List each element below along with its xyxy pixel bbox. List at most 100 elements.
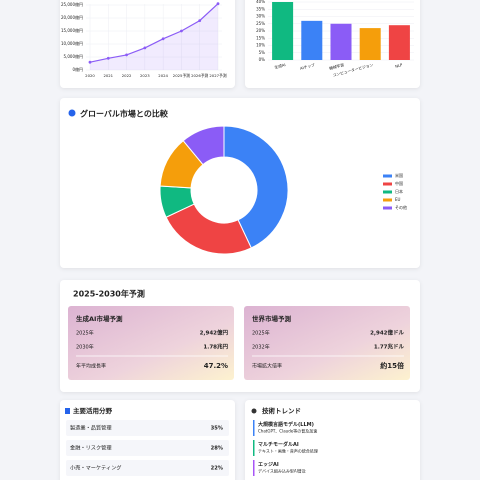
field-value: 35% — [211, 426, 224, 432]
trend-title: マルチモーダルAI — [258, 441, 299, 448]
point — [216, 2, 220, 6]
x-tick-label: 2023 — [140, 73, 150, 78]
donut-segment — [165, 203, 252, 255]
bar — [301, 20, 323, 61]
legend-label: 日本 — [395, 188, 403, 194]
x-tick-label: 2024 — [158, 73, 168, 78]
bar — [359, 28, 381, 60]
field-label: 小売・マーケティング — [70, 464, 121, 472]
legend-label: その他 — [395, 204, 407, 210]
line — [89, 3, 219, 63]
area — [90, 3, 218, 71]
legend-swatch — [383, 206, 392, 210]
y-tick-label: 10,000億円 — [61, 40, 83, 46]
point — [125, 53, 128, 57]
point — [161, 37, 165, 41]
pie-card — [60, 98, 420, 268]
legend-swatch — [383, 182, 392, 186]
y-tick-label: 30% — [256, 14, 265, 19]
trends-title: 技術トレンド — [262, 406, 301, 415]
row-value: 1.77兆ドル — [374, 343, 405, 351]
trends-card — [245, 400, 420, 480]
x-tick-label: 2025予測 — [173, 73, 190, 78]
point — [88, 60, 92, 64]
trend-desc: ChatGPT、Claude等の普及加速 — [258, 428, 317, 434]
row-label: 2032年 — [252, 344, 270, 351]
legend-label: 中国 — [395, 180, 403, 186]
x-tick-label: 生成AI — [274, 62, 286, 70]
field-row — [66, 440, 229, 456]
point — [106, 56, 110, 60]
donut-segment — [182, 125, 225, 166]
field-row — [66, 420, 229, 436]
x-tick-label: 2020 — [85, 73, 95, 78]
y-tick-label: 15% — [256, 35, 265, 40]
row-value: 2,942億ドル — [370, 329, 404, 337]
legend-swatch — [383, 190, 392, 194]
legend-swatch — [383, 198, 392, 202]
y-tick-label: 25% — [256, 21, 265, 26]
summary-value: 47.2% — [204, 362, 228, 370]
row-value: 1.78兆円 — [203, 343, 228, 351]
forecast-subtitle: 生成AI市場予測 — [76, 314, 123, 323]
trend-title: 大規模言語モデル(LLM) — [258, 421, 314, 428]
y-tick-label: 35% — [256, 6, 265, 11]
y-tick-label: 20% — [256, 28, 265, 33]
y-tick-label: 0億円 — [72, 66, 83, 72]
trend-border — [253, 420, 255, 436]
field-label: 金融・リスク管理 — [70, 444, 112, 452]
trend-border — [253, 440, 255, 456]
summary-value: 約15倍 — [380, 361, 404, 370]
forecast-title: 2025-2030年予測 — [73, 289, 145, 299]
bar — [388, 25, 410, 60]
y-tick-label: 5,000億円 — [64, 53, 83, 59]
x-tick-label: NLP — [395, 62, 404, 69]
field-value: 28% — [211, 446, 224, 452]
trends-icon — [251, 408, 257, 414]
trend-desc: テキスト・画像・音声の統合処理 — [258, 448, 318, 454]
row-label: 2025年 — [76, 330, 94, 337]
forecast-subcard — [68, 306, 234, 380]
y-tick-label: 20,000億円 — [61, 14, 83, 20]
legend-label: 米国 — [395, 172, 403, 178]
bar — [330, 23, 352, 60]
forecast-subtitle: 世界市場予測 — [252, 314, 292, 323]
field-label: 製造業・品質管理 — [70, 424, 112, 432]
field-row — [66, 460, 229, 476]
x-tick-label: AIチップ — [299, 62, 315, 71]
x-tick-label: 2022 — [122, 73, 132, 78]
y-tick-label: 0% — [259, 57, 266, 62]
point — [143, 46, 147, 50]
row-label: 2030年 — [76, 344, 94, 351]
forecast-subcard — [244, 306, 410, 380]
y-tick-label: 15,000億円 — [61, 27, 83, 33]
fields-title: 主要活用分野 — [73, 406, 113, 415]
trend-title: エッジAI — [258, 462, 279, 468]
bar — [272, 2, 294, 60]
point — [198, 19, 202, 22]
point — [180, 29, 183, 33]
trend-border — [253, 460, 255, 476]
trend-desc: デバイス組み込み型AI普及 — [258, 468, 306, 474]
y-tick-label: 40% — [256, 0, 265, 4]
x-tick-label: 2021 — [103, 73, 113, 78]
globe-icon — [68, 109, 76, 117]
legend-swatch — [383, 174, 392, 178]
y-tick-label: 25,000億円 — [61, 1, 83, 7]
x-tick-label: 機械学習 — [329, 62, 345, 71]
row-label: 2025年 — [252, 330, 270, 337]
fields-icon — [65, 408, 70, 414]
pie-title: グローバル市場との比較 — [80, 109, 169, 119]
x-tick-label: 2027予測 — [209, 73, 226, 78]
donut-segment — [223, 125, 289, 249]
x-tick-label: 2026予測 — [191, 73, 208, 78]
row-value: 2,942億円 — [200, 329, 229, 337]
y-tick-label: 10% — [256, 43, 265, 48]
field-value: 22% — [211, 466, 224, 472]
summary-label: 市場拡大倍率 — [252, 363, 282, 370]
y-tick-label: 5% — [259, 50, 266, 55]
summary-label: 年平均成長率 — [76, 363, 106, 370]
legend-label: EU — [395, 197, 401, 202]
